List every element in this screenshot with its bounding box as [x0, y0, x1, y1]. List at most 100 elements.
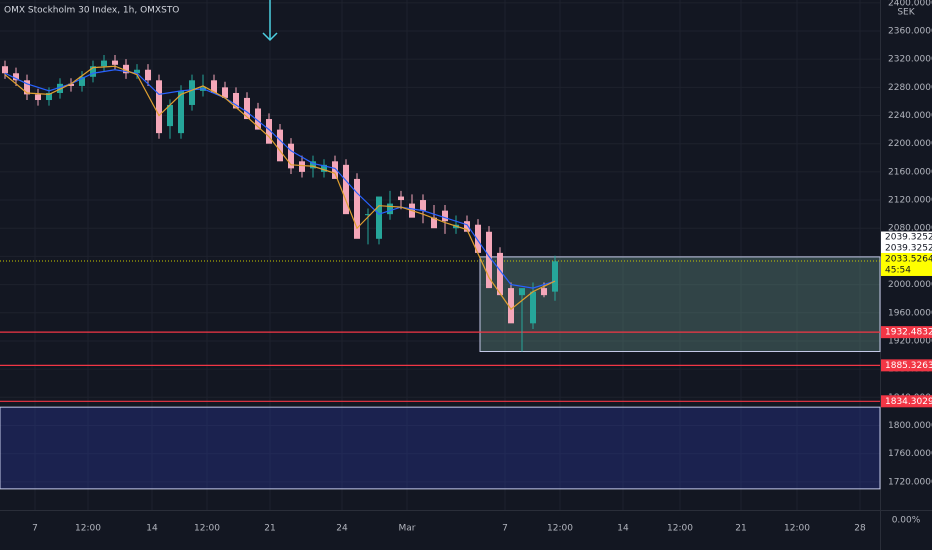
candle-body	[431, 217, 437, 229]
candle-body	[365, 214, 371, 216]
x-tick-label: 12:00	[75, 524, 101, 534]
y-tick-label: 2000.0000	[888, 280, 932, 290]
candle-body	[497, 252, 503, 296]
candle-body	[475, 224, 481, 253]
candle-body	[13, 73, 19, 81]
level-tag	[881, 395, 932, 408]
x-tick-label: 12:00	[194, 524, 220, 534]
candle-body	[145, 69, 151, 81]
candle-body	[387, 203, 393, 215]
y-tick-label: 2080.0000	[888, 224, 932, 234]
level-tag	[881, 359, 932, 372]
candle-body	[464, 221, 470, 232]
x-tick-label: 21	[264, 524, 275, 534]
zone	[0, 406, 881, 490]
countdown: 45:54	[885, 265, 911, 275]
candle-body	[255, 108, 261, 130]
candle-body	[112, 60, 118, 65]
candle-body	[178, 90, 184, 134]
zone	[479, 256, 881, 353]
y-tick-label: 2160.0000	[888, 167, 932, 177]
currency: SEK	[897, 8, 915, 18]
candle-body	[222, 87, 228, 98]
y-tick-label: 2240.0000	[888, 111, 932, 121]
candle-body	[541, 288, 547, 296]
x-tick-label: 12:00	[547, 524, 573, 534]
last-price-tag	[881, 252, 932, 276]
y-tick-label: 1720.0000	[888, 477, 932, 487]
price-tag-label: 2039.3252	[885, 244, 932, 254]
level-label: 1834.3029	[885, 397, 932, 407]
candle-body	[354, 178, 360, 239]
x-tick-label: 14	[146, 524, 158, 534]
candle-body	[167, 104, 173, 127]
candle-body	[277, 129, 283, 162]
candle-body	[35, 94, 41, 101]
candle-body	[90, 66, 96, 77]
y-tick-label: 1920.0000	[888, 336, 932, 346]
last-price-label: 2033.5264	[885, 254, 932, 264]
x-tick-label: 12:00	[667, 524, 693, 534]
candle-body	[211, 80, 217, 93]
price-tag	[881, 231, 932, 243]
candle-body	[530, 291, 536, 324]
candle-body	[156, 80, 162, 134]
candle-body	[288, 143, 294, 169]
percent-label: 0.00%	[892, 516, 921, 526]
y-tick-label: 2280.0000	[888, 83, 932, 93]
candle-body	[420, 200, 426, 211]
x-tick-label: 12:00	[784, 524, 810, 534]
moving-average	[4, 65, 556, 311]
candle-body	[486, 231, 492, 289]
level-label: 1932.4832	[885, 328, 932, 338]
x-tick-label: 7	[502, 524, 508, 534]
candle-body	[321, 164, 327, 172]
price-tag-label: 2039.3252	[885, 233, 932, 243]
candle-body	[68, 83, 74, 86]
candle-body	[398, 196, 404, 201]
candle-body	[244, 97, 250, 120]
x-tick-label: 24	[336, 524, 348, 534]
candle-body	[332, 161, 338, 179]
candle-body	[57, 83, 63, 93]
candle-body	[310, 161, 316, 169]
candle-body	[376, 196, 382, 239]
candle-body	[552, 261, 558, 292]
candle-body	[101, 60, 107, 67]
candle-body	[79, 76, 85, 86]
level-label: 1885.3263	[885, 361, 932, 371]
candle-body	[343, 164, 349, 215]
chart-title: OMX Stockholm 30 Index, 1h, OMXSTO	[4, 6, 179, 16]
y-tick-label: 2320.0000	[888, 55, 932, 65]
candle-body	[508, 288, 514, 324]
candle-body	[46, 92, 52, 101]
candle-body	[24, 80, 30, 95]
x-tick-label: Mar	[399, 524, 416, 534]
candle-body	[266, 119, 272, 144]
candle-body	[123, 64, 129, 74]
x-tick-label: 7	[32, 524, 38, 534]
x-tick-label: 14	[617, 524, 629, 534]
y-tick-label: 1960.0000	[888, 308, 932, 318]
y-tick-label: 2360.0000	[888, 26, 932, 36]
moving-average	[4, 69, 556, 289]
x-tick-label: 21	[735, 524, 746, 534]
candle-body	[299, 161, 305, 172]
y-tick-label: 2400.0000	[888, 0, 932, 8]
y-tick-label: 1800.0000	[888, 421, 932, 431]
candle-body	[134, 69, 140, 74]
candle-body	[233, 92, 239, 109]
candle-body	[442, 210, 448, 222]
candle-body	[189, 80, 195, 105]
y-tick-label: 2120.0000	[888, 196, 932, 206]
level-tag	[881, 326, 932, 339]
y-tick-label: 2200.0000	[888, 139, 932, 149]
y-tick-label: 1760.0000	[888, 449, 932, 459]
x-tick-label: 28	[854, 524, 866, 534]
arrow	[262, 0, 278, 42]
candle-body	[2, 66, 8, 74]
price-tag	[881, 242, 932, 254]
candle-body	[519, 288, 525, 296]
